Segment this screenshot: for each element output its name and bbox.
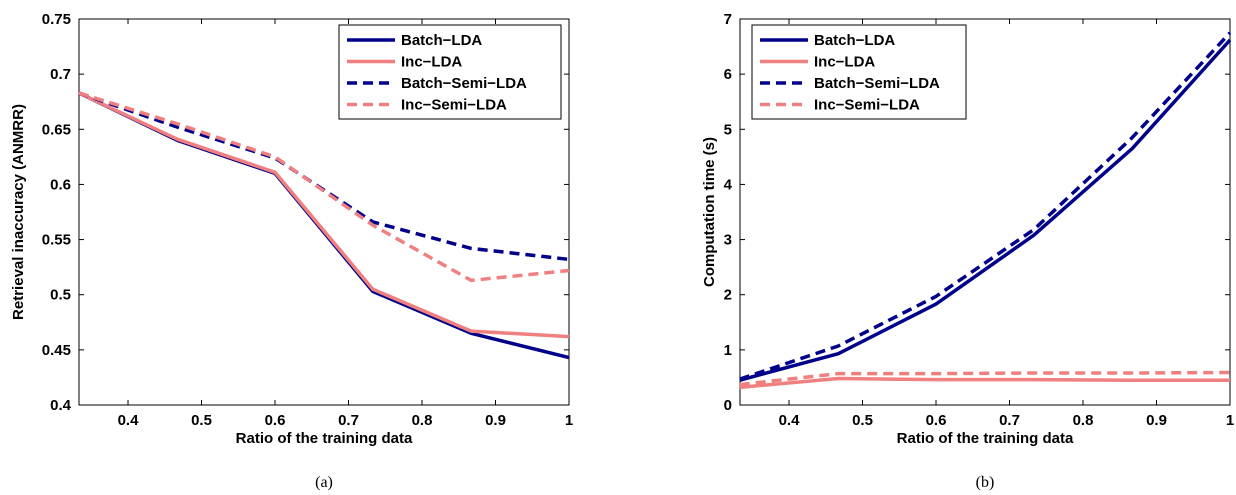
x-axis-label: Ratio of the training data [897,430,1074,447]
series-line-batch-lda [739,38,1232,382]
x-tick-label: 0.6 [926,412,947,429]
series-line-batch-lda [78,91,570,360]
series-lines [739,31,1232,390]
x-tick-label: 0.6 [265,412,286,429]
plot-area-frame [739,18,1231,406]
series-line-inc-lda [739,376,1230,390]
legend-label: Batch−LDA [814,32,895,49]
legend-label: Inc−Semi−LDA [401,97,507,114]
y-axis-ticks: 0.4 0.45 0.5 0.55 0.6 0.65 0.7 0.75 [42,11,569,414]
y-tick-label: 1 [724,342,732,359]
legend-label: Inc−Semi−LDA [814,97,920,114]
y-tick-label: 4 [724,176,733,193]
series-lines [78,91,570,360]
x-tick-label: 0.5 [852,412,873,429]
y-tick-label: 2 [724,287,732,304]
legend: Batch−LDA Inc−LDA Batch−Semi−LDA Inc−Semi−L… [751,24,967,120]
y-tick-label: 3 [724,232,732,249]
y-tick-label: 0.7 [50,66,71,83]
panel-caption: (b) [976,474,995,491]
plot-area-frame [78,18,570,406]
x-tick-label: 0.8 [412,412,433,429]
x-axis-label: Ratio of the training data [236,430,413,447]
legend-label: Inc−LDA [814,54,875,71]
y-tick-label: 5 [724,121,732,138]
chart-panel-a: 0.4 0.5 0.6 0.7 0.8 0.9 1 0.4 0.45 0.5 0.55 0.6 0.6… [10,11,573,491]
y-tick-label: 0.4 [50,397,72,414]
legend-label: Batch−LDA [401,32,482,49]
y-axis-label: Retrieval inaccuracy (ANMRR) [10,104,27,320]
y-tick-label: 0.55 [42,232,71,249]
legend-label: Batch−Semi−LDA [401,75,527,92]
x-axis-ticks: 0.4 0.5 0.6 0.7 0.8 0.9 1 [779,19,1234,429]
series-line-inc-semi-lda [739,370,1231,387]
y-tick-label: 7 [724,11,732,28]
x-axis-ticks: 0.4 0.5 0.6 0.7 0.8 0.9 1 [118,19,573,429]
panel-caption: (a) [315,474,333,491]
y-axis-label: Computation time (s) [701,137,718,287]
y-tick-label: 0.6 [50,176,71,193]
x-tick-label: 1 [565,412,573,429]
x-tick-label: 0.7 [338,412,359,429]
y-tick-label: 0.65 [42,121,71,138]
x-tick-label: 0.9 [485,412,506,429]
x-tick-label: 0.4 [118,412,140,429]
series-line-inc-semi-lda [78,91,570,283]
x-tick-label: 0.7 [999,412,1020,429]
y-tick-label: 0.5 [50,287,71,304]
legend: Batch−LDA Inc−LDA Batch−Semi−LDA Inc−Semi−L… [338,24,562,120]
y-tick-label: 0 [724,397,732,414]
y-tick-label: 0.45 [42,342,71,359]
chart-panel-b: 0.4 0.5 0.6 0.7 0.8 0.9 1 0 1 2 3 4 5 6 7 Ratio of th… [701,11,1234,491]
x-tick-label: 0.8 [1073,412,1094,429]
series-line-inc-lda [78,91,570,339]
y-tick-label: 6 [724,66,732,83]
x-tick-label: 0.5 [191,412,212,429]
legend-label: Batch−Semi−LDA [814,75,940,92]
x-tick-label: 1 [1226,412,1234,429]
y-tick-label: 0.75 [42,11,71,28]
x-tick-label: 0.9 [1146,412,1167,429]
series-line-batch-semi-lda [739,31,1232,381]
x-tick-label: 0.4 [779,412,801,429]
y-axis-ticks: 0 1 2 3 4 5 6 7 [724,11,1230,414]
legend-label: Inc−LDA [401,54,462,71]
